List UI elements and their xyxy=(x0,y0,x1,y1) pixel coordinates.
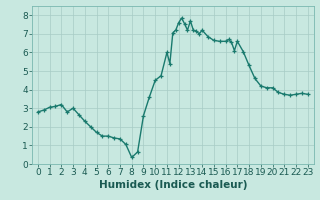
X-axis label: Humidex (Indice chaleur): Humidex (Indice chaleur) xyxy=(99,180,247,190)
